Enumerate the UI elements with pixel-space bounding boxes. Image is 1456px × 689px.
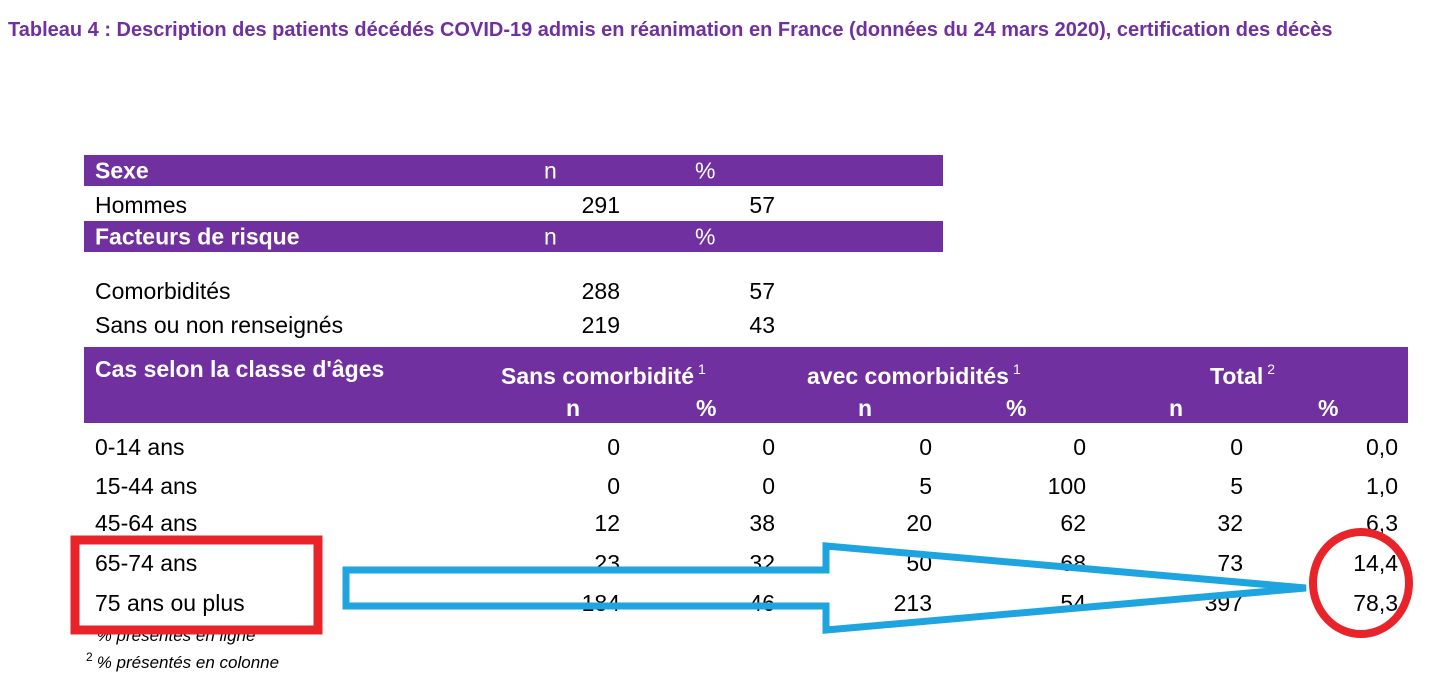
- age-cell: 0: [919, 434, 932, 460]
- age-cell: 213: [893, 590, 932, 616]
- header-group-total: Total 2: [1210, 354, 1275, 391]
- footnote-2: 2% présentés en colonne: [86, 650, 279, 673]
- age-cell: 78,3: [1353, 590, 1398, 616]
- row-label-sans-renseignes: Sans ou non renseignés: [95, 312, 344, 338]
- row-n-hommes: 291: [581, 192, 620, 218]
- row-n-sans-renseignes: 219: [581, 312, 620, 338]
- header-pct-sexe: %: [695, 157, 716, 183]
- highlight-circle-annotation: [1309, 528, 1413, 638]
- subheader-n-avec: n: [858, 395, 873, 421]
- header-group-sans-comorbidite-label: Sans comorbidité: [501, 363, 694, 389]
- highlight-box-annotation: [70, 535, 323, 635]
- age-cell: 0: [762, 473, 775, 499]
- age-cell: 100: [1047, 473, 1086, 499]
- age-cell: 5: [1230, 473, 1243, 499]
- age-cell: 12: [594, 510, 620, 536]
- age-cell: 20: [906, 510, 932, 536]
- row-pct-hommes: 57: [749, 192, 775, 218]
- age-row-label: 15-44 ans: [95, 473, 198, 499]
- age-cell: 0: [1073, 434, 1086, 460]
- age-cell: 14,4: [1353, 550, 1398, 576]
- age-cell: 5: [919, 473, 932, 499]
- age-row-label: 0-14 ans: [95, 434, 185, 460]
- age-cell: 0: [607, 434, 620, 460]
- age-cell: 73: [1217, 550, 1243, 576]
- age-cell: 38: [749, 510, 775, 536]
- subheader-pct-sans: %: [696, 395, 717, 421]
- age-cell: 32: [1217, 510, 1243, 536]
- row-n-comorbidites: 288: [581, 278, 620, 304]
- row-label-comorbidites: Comorbidités: [95, 278, 231, 304]
- age-row-label: 45-64 ans: [95, 510, 198, 536]
- footnote-2-text: % présentés en colonne: [96, 653, 280, 672]
- header-group-total-label: Total: [1210, 363, 1264, 389]
- subheader-n-total: n: [1169, 395, 1184, 421]
- header-band-ages: [84, 347, 1408, 423]
- subheader-pct-total: %: [1318, 395, 1339, 421]
- age-row-label: 75 ans ou plus: [95, 590, 245, 616]
- footnote-2-sup: 2: [86, 650, 93, 664]
- header-group-total-sup: 2: [1267, 361, 1276, 377]
- age-cell: 62: [1060, 510, 1086, 536]
- row-pct-sans-renseignes: 43: [749, 312, 775, 338]
- subheader-pct-avec: %: [1006, 395, 1027, 421]
- header-label-ages: Cas selon la classe d'âges: [95, 356, 385, 382]
- subheader-n-sans: n: [566, 395, 581, 421]
- header-group-sans-comorbidite: Sans comorbidité 1: [501, 354, 706, 391]
- header-group-avec-comorbidites: avec comorbidités 1: [807, 354, 1021, 391]
- age-cell: 0: [607, 473, 620, 499]
- header-group-avec-comorbidites-sup: 1: [1012, 361, 1021, 377]
- header-n-sexe: n: [544, 157, 557, 183]
- table-title: Tableau 4 : Description des patients déc…: [8, 19, 1333, 41]
- age-cell: 0: [762, 434, 775, 460]
- header-band-sexe: Sexe n %: [84, 155, 943, 186]
- row-label-hommes: Hommes: [95, 192, 188, 218]
- age-cell: 0: [1230, 434, 1243, 460]
- header-n-risque: n: [544, 223, 557, 249]
- header-pct-risque: %: [695, 223, 716, 249]
- age-cell: 0,0: [1366, 434, 1398, 460]
- header-label-sexe: Sexe: [95, 157, 149, 183]
- header-label-risque: Facteurs de risque: [95, 223, 300, 249]
- age-row-label: 65-74 ans: [95, 550, 198, 576]
- header-group-sans-comorbidite-sup: 1: [697, 361, 706, 377]
- header-band-risque: Facteurs de risque n %: [84, 221, 943, 252]
- header-group-avec-comorbidites-label: avec comorbidités: [807, 363, 1009, 389]
- row-pct-comorbidites: 57: [749, 278, 775, 304]
- age-cell: 1,0: [1366, 473, 1398, 499]
- arrow-annotation: [342, 542, 1307, 634]
